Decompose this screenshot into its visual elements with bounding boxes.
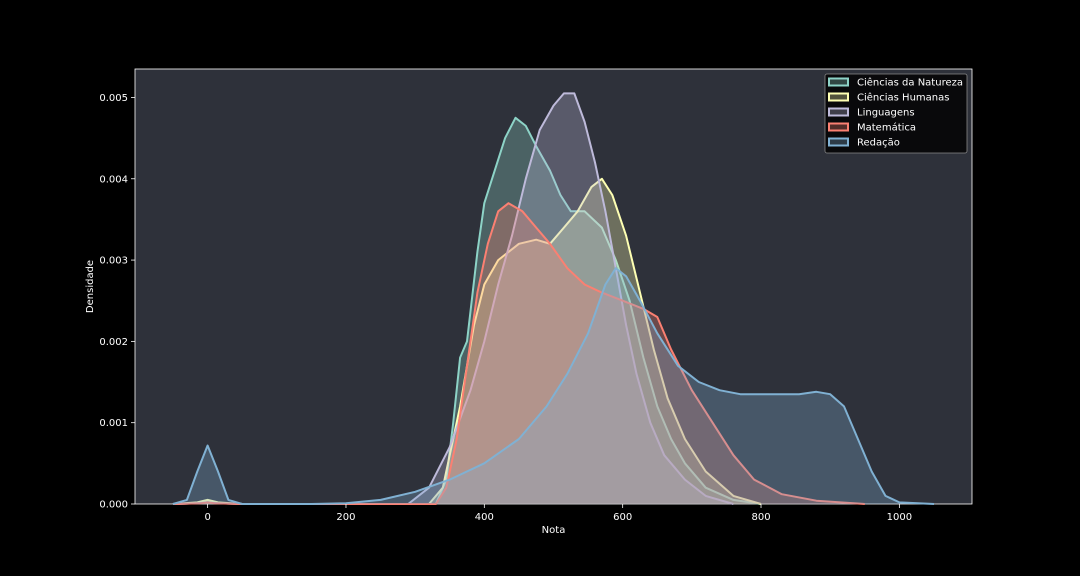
series-line-matematica xyxy=(172,202,865,505)
legend-box xyxy=(824,73,968,154)
x-axis-ticks: 0 200 400 600 800 1000 xyxy=(204,504,912,523)
legend-swatch xyxy=(828,77,849,87)
x-tick-label: 200 xyxy=(336,512,355,523)
x-tick-label: 1000 xyxy=(887,512,912,523)
x-tick-label: 800 xyxy=(751,512,770,523)
y-axis-label: Densidade xyxy=(85,260,96,313)
y-tick-label: 0.005 xyxy=(99,93,128,104)
legend-label: Redação xyxy=(857,138,900,149)
y-tick-label: 0.004 xyxy=(99,174,128,185)
x-tick-label: 400 xyxy=(475,512,494,523)
legend-swatch xyxy=(828,122,849,132)
series-area-matematica xyxy=(173,203,865,504)
series-layer xyxy=(172,92,935,505)
series-area-ciencias-da-natureza xyxy=(173,117,761,505)
y-tick-label: 0.003 xyxy=(99,256,128,267)
legend-swatch xyxy=(828,137,849,147)
series-area-linguagens xyxy=(173,93,734,505)
y-tick-label: 0.001 xyxy=(99,418,128,429)
legend-swatch xyxy=(828,92,849,102)
x-tick-label: 600 xyxy=(613,512,632,523)
legend-swatch xyxy=(828,107,849,117)
legend-label: Ciências da Natureza xyxy=(857,77,963,89)
y-tick-label: 0.000 xyxy=(99,500,128,511)
legend: Ciências da Natureza Ciências Humanas Ling… xyxy=(824,73,968,154)
series-area-redacao xyxy=(173,268,934,504)
legend-label: Linguagens xyxy=(857,108,915,119)
y-tick-label: 0.002 xyxy=(99,337,128,348)
x-tick-label: 0 xyxy=(204,512,210,523)
y-axis-ticks: 0.000 0.001 0.002 0.003 0.004 0.005 xyxy=(99,93,135,511)
legend-label: Matemática xyxy=(857,122,916,134)
series-line-redacao xyxy=(172,267,935,505)
legend-label: Ciências Humanas xyxy=(857,92,949,104)
x-axis-label: Nota xyxy=(542,525,566,536)
